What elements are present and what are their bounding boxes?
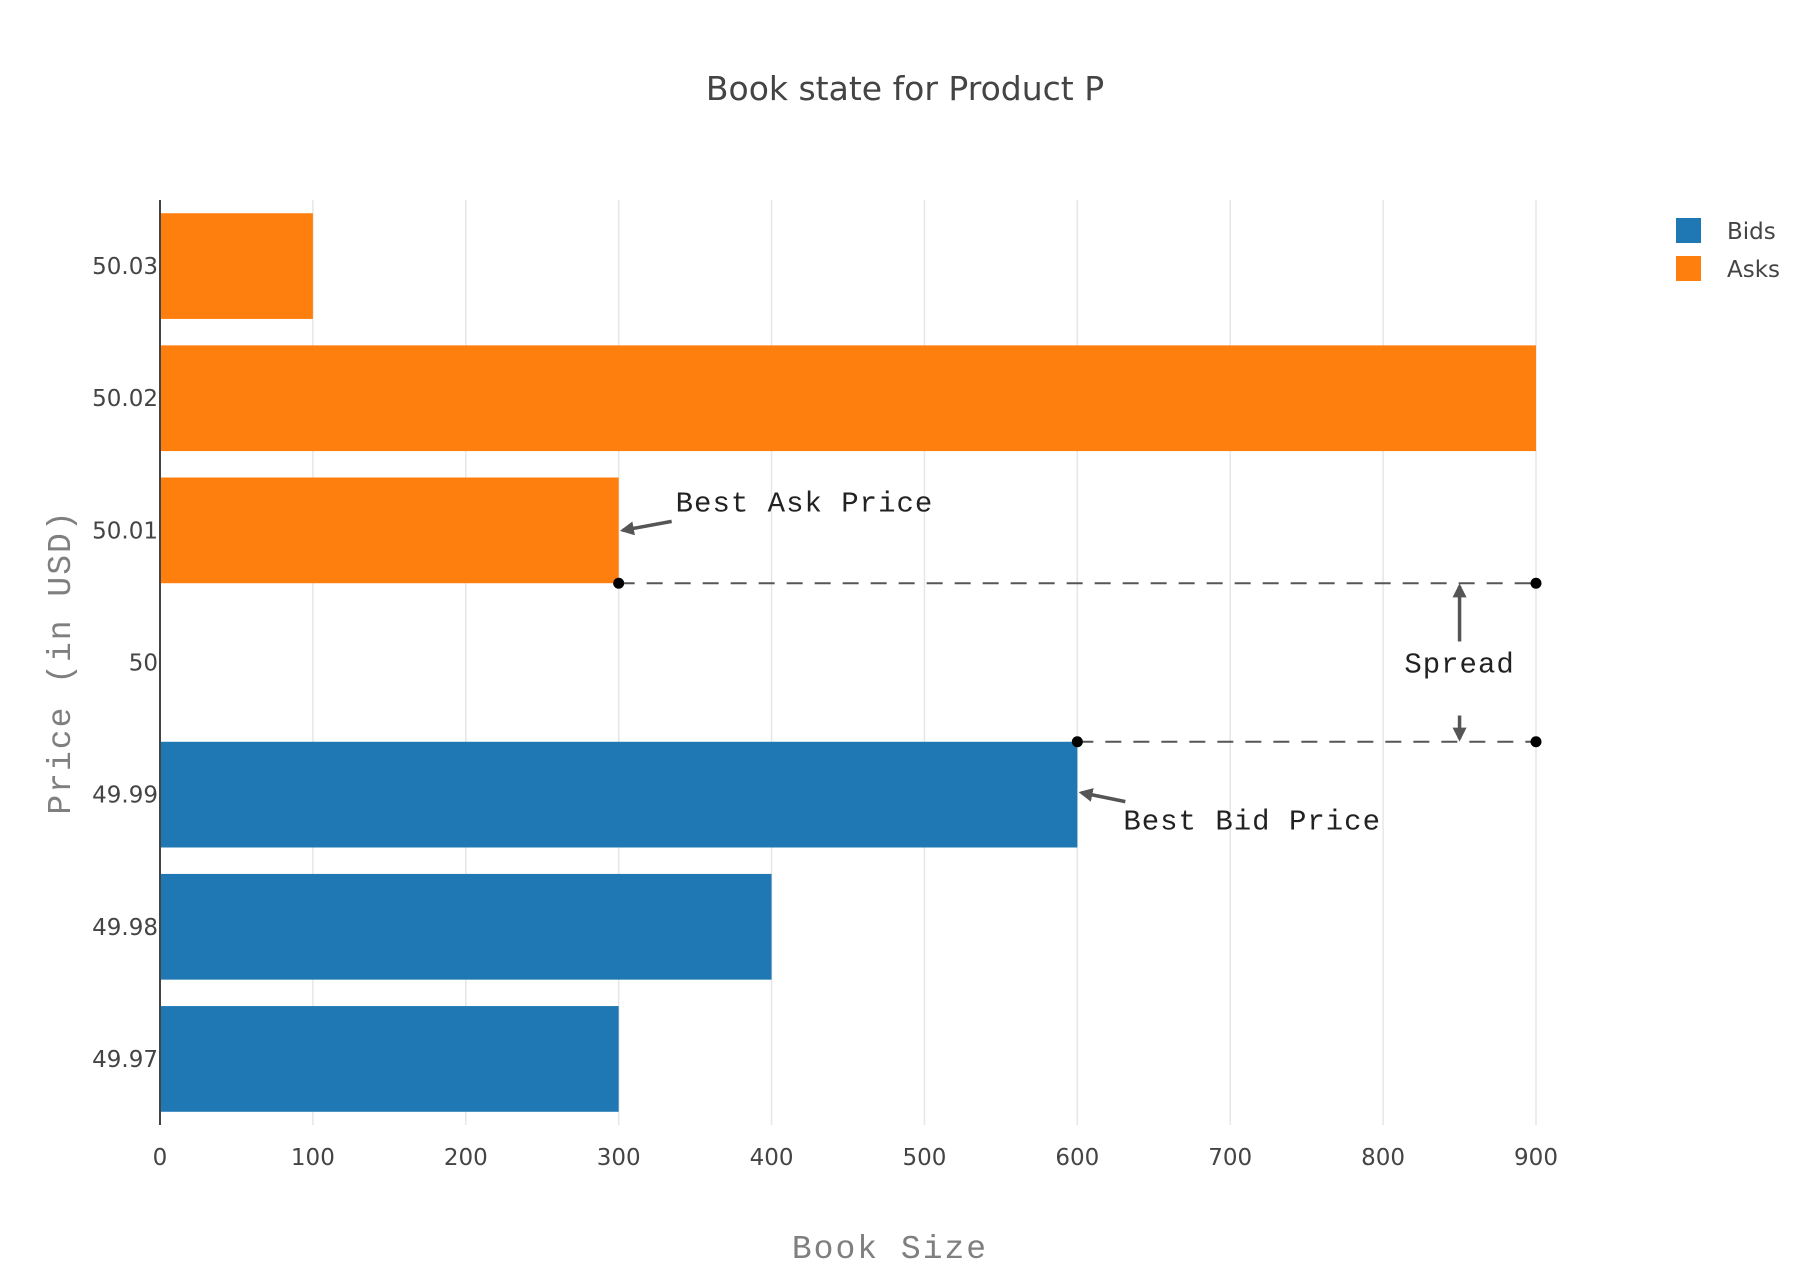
bar-asks[interactable] bbox=[160, 477, 619, 584]
chart-title: Book state for Product P bbox=[706, 69, 1104, 108]
spread-marker[interactable] bbox=[1530, 736, 1542, 748]
spread-marker[interactable] bbox=[1530, 577, 1542, 589]
best-bid-arrow bbox=[1078, 788, 1126, 804]
x-tick-label: 0 bbox=[153, 1145, 168, 1171]
y-tick-label: 49.98 bbox=[92, 915, 158, 941]
legend-label-asks[interactable]: Asks bbox=[1727, 257, 1780, 283]
x-axis-label: Book Size bbox=[792, 1231, 988, 1268]
bars bbox=[160, 213, 1536, 1112]
y-tick-label: 50 bbox=[129, 651, 158, 677]
bar-bids[interactable] bbox=[160, 873, 772, 980]
y-tick-label: 50.03 bbox=[92, 254, 158, 280]
bar-bids[interactable] bbox=[160, 1006, 619, 1112]
spread-marker[interactable] bbox=[613, 577, 625, 589]
y-tick-label: 50.02 bbox=[92, 386, 158, 412]
legend-swatch-asks[interactable] bbox=[1676, 256, 1701, 281]
x-tick-label: 500 bbox=[902, 1145, 946, 1171]
legend-swatch-bids[interactable] bbox=[1676, 218, 1701, 243]
x-axis-ticks: 0 100 200 300 400 500 600 700 800 900 bbox=[153, 1145, 1558, 1171]
best-ask-arrow bbox=[619, 519, 672, 536]
y-axis-ticks: 49.97 49.98 49.99 50 50.01 50.02 50.03 bbox=[92, 254, 158, 1073]
x-tick-label: 300 bbox=[597, 1145, 641, 1171]
x-tick-label: 600 bbox=[1055, 1145, 1099, 1171]
y-tick-label: 50.01 bbox=[92, 518, 158, 544]
legend: Bids Asks bbox=[1676, 218, 1780, 283]
spread-label: Spread bbox=[1404, 649, 1514, 682]
x-tick-label: 800 bbox=[1361, 1145, 1405, 1171]
y-axis-label: Price (in USD) bbox=[43, 509, 80, 814]
x-tick-label: 400 bbox=[750, 1145, 794, 1171]
best-bid-label: Best Bid Price bbox=[1123, 806, 1381, 839]
y-tick-label: 49.97 bbox=[92, 1047, 158, 1073]
y-tick-label: 49.99 bbox=[92, 783, 158, 809]
best-ask-label: Best Ask Price bbox=[676, 487, 934, 520]
spread-marker[interactable] bbox=[1071, 736, 1083, 748]
x-tick-label: 900 bbox=[1514, 1145, 1558, 1171]
x-tick-label: 200 bbox=[444, 1145, 488, 1171]
legend-label-bids[interactable]: Bids bbox=[1727, 219, 1776, 245]
x-tick-label: 100 bbox=[291, 1145, 335, 1171]
bar-asks[interactable] bbox=[160, 345, 1536, 452]
annotations: Best Ask Price Best Bid Price Spread bbox=[613, 487, 1542, 839]
x-tick-label: 700 bbox=[1208, 1145, 1252, 1171]
bar-asks[interactable] bbox=[160, 213, 313, 319]
x-gridlines bbox=[312, 200, 1537, 1125]
bar-bids[interactable] bbox=[160, 741, 1078, 848]
